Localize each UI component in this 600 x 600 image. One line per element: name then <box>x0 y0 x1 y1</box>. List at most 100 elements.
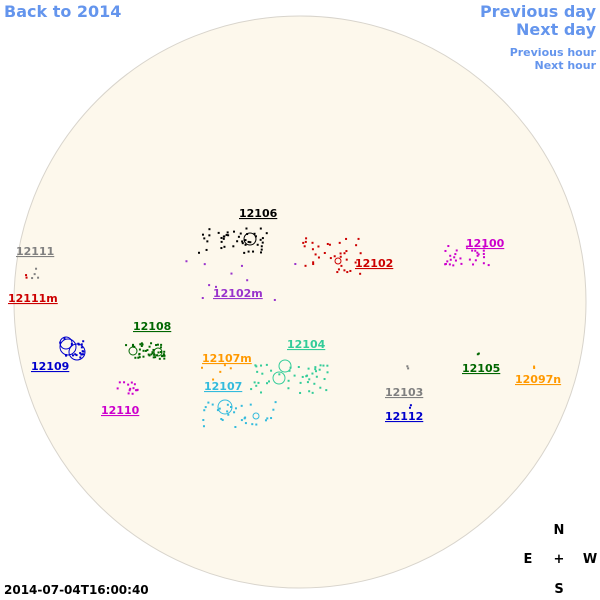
spot <box>288 369 291 372</box>
spot <box>336 271 339 274</box>
spot <box>152 356 155 359</box>
spot <box>477 253 480 256</box>
next-day-link[interactable]: Next day <box>516 20 597 39</box>
spot <box>333 255 336 258</box>
spot <box>453 256 456 259</box>
region-label[interactable]: 12107m <box>202 352 252 365</box>
spot <box>229 367 232 370</box>
compass-center: + <box>554 552 565 567</box>
region-labels: 12106 12111 12111m 12100 12102 12102m 12108 121… <box>8 207 561 423</box>
spot <box>203 237 206 240</box>
region-label[interactable]: 12111 <box>16 245 54 258</box>
spot <box>315 375 318 378</box>
spot <box>345 237 348 240</box>
spot <box>468 258 471 261</box>
spot <box>293 374 296 377</box>
region-spots <box>59 336 86 361</box>
spot <box>472 263 475 266</box>
region-label[interactable]: 12109 <box>31 360 69 373</box>
compass-east: E <box>524 552 533 567</box>
spot <box>163 354 166 357</box>
spot <box>130 381 133 384</box>
spot <box>409 404 412 407</box>
spot <box>449 254 452 257</box>
spot <box>317 245 320 248</box>
spot-outline <box>153 347 163 357</box>
region-label[interactable]: 12107 <box>204 380 242 393</box>
spot <box>265 232 268 235</box>
spot <box>244 422 247 425</box>
region-spots <box>302 237 362 275</box>
spot <box>240 264 243 267</box>
spot <box>287 379 290 382</box>
spot <box>142 355 145 358</box>
spot <box>444 263 447 266</box>
previous-day-link[interactable]: Previous day <box>480 2 597 21</box>
spot <box>80 353 83 356</box>
spot <box>255 365 258 368</box>
spot <box>127 392 130 395</box>
spot <box>407 367 410 370</box>
spot <box>249 241 252 244</box>
spot <box>233 411 236 414</box>
spot <box>446 260 449 263</box>
spot <box>447 245 450 248</box>
spot <box>249 403 252 406</box>
spot <box>132 343 135 346</box>
spot <box>460 262 463 265</box>
spot <box>482 252 485 255</box>
region-label[interactable]: 12106 <box>239 207 278 220</box>
spot-outline <box>59 338 77 356</box>
region-spots <box>198 227 268 254</box>
spot <box>314 366 317 369</box>
region-label[interactable]: 12108 <box>133 320 171 333</box>
spot <box>343 252 346 255</box>
spot <box>259 227 262 230</box>
spot <box>294 263 297 266</box>
region-label[interactable]: 12112 <box>385 410 423 423</box>
region-label[interactable]: 12097n <box>515 373 561 386</box>
next-hour-link[interactable]: Next hour <box>535 59 597 72</box>
region-label[interactable]: 12105 <box>462 362 500 375</box>
spot <box>476 353 479 356</box>
region-label[interactable]: 12110 <box>101 404 140 417</box>
spot <box>155 344 158 347</box>
region-label[interactable]: 12102m <box>213 287 263 300</box>
region-label[interactable]: 12104 <box>287 338 326 351</box>
spot <box>226 231 229 234</box>
spot <box>311 248 314 251</box>
spot <box>159 351 162 354</box>
spot <box>227 234 230 237</box>
spot <box>326 364 329 367</box>
back-link[interactable]: Back to 2014 <box>4 2 121 21</box>
spot <box>270 369 273 372</box>
spot <box>162 353 165 356</box>
spot <box>329 257 332 260</box>
spot <box>273 298 276 301</box>
spot <box>208 228 211 231</box>
spot <box>217 231 220 234</box>
spot <box>163 357 166 360</box>
spot <box>311 241 314 244</box>
region-label[interactable]: 12111m <box>8 292 58 305</box>
spot <box>253 381 256 384</box>
spot <box>200 366 203 369</box>
spot <box>134 356 137 359</box>
region-label[interactable]: 12102 <box>355 257 393 270</box>
spot <box>357 237 360 240</box>
spot <box>359 252 362 255</box>
previous-hour-link[interactable]: Previous hour <box>510 46 597 59</box>
spot <box>203 263 206 266</box>
spot <box>140 342 143 345</box>
region-label[interactable]: 12100 <box>466 237 505 250</box>
spot <box>245 227 248 230</box>
spot <box>201 297 204 300</box>
spot <box>240 404 243 407</box>
region-label[interactable]: 12103 <box>385 386 423 399</box>
spot <box>346 271 349 274</box>
spot <box>202 419 205 422</box>
spot <box>533 365 536 368</box>
spot <box>257 381 260 384</box>
spot <box>256 243 259 246</box>
